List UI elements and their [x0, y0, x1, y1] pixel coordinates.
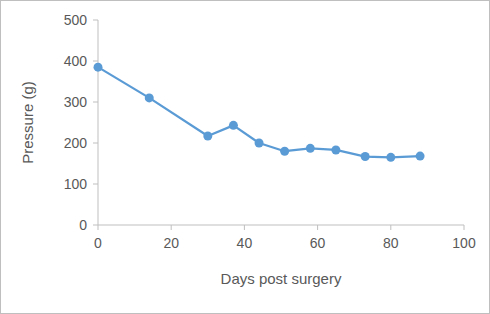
marker	[255, 139, 264, 148]
marker	[416, 152, 425, 161]
marker	[94, 63, 103, 72]
x-tick-label: 0	[94, 235, 102, 251]
y-tick	[93, 20, 98, 21]
x-tick	[317, 225, 318, 230]
marker	[280, 147, 289, 156]
x-tick	[171, 225, 172, 230]
x-tick-label: 40	[237, 235, 253, 251]
y-tick-label: 0	[79, 217, 87, 233]
y-tick-label: 100	[64, 176, 88, 192]
y-tick-label: 200	[64, 135, 88, 151]
y-tick-label: 400	[64, 53, 88, 69]
y-axis-label: Pressure (g)	[19, 81, 36, 164]
y-tick-label: 500	[64, 12, 88, 28]
x-axis	[98, 225, 464, 226]
marker	[229, 121, 238, 130]
x-tick-label: 20	[163, 235, 179, 251]
chart: 0 20 40 60 80 100 0 100 200 300 400 500 Days post su…	[0, 0, 490, 314]
x-tick	[244, 225, 245, 230]
marker	[203, 132, 212, 141]
x-tick	[98, 225, 99, 230]
x-tick-label: 60	[310, 235, 326, 251]
y-tick	[93, 102, 98, 103]
x-axis-label: Days post surgery	[221, 270, 342, 287]
line	[98, 67, 420, 157]
y-axis	[98, 20, 99, 225]
y-tick	[93, 225, 98, 226]
marker	[306, 144, 315, 153]
y-tick	[93, 143, 98, 144]
x-tick	[464, 225, 465, 230]
plot-area	[94, 63, 425, 162]
x-tick-label: 80	[383, 235, 399, 251]
y-tick	[93, 61, 98, 62]
marker	[331, 145, 340, 154]
marker	[361, 152, 370, 161]
marker	[386, 153, 395, 162]
chart-border	[1, 1, 490, 314]
y-tick-label: 300	[64, 94, 88, 110]
x-tick-label: 100	[452, 235, 476, 251]
y-tick	[93, 184, 98, 185]
x-tick	[390, 225, 391, 230]
marker	[145, 93, 154, 102]
